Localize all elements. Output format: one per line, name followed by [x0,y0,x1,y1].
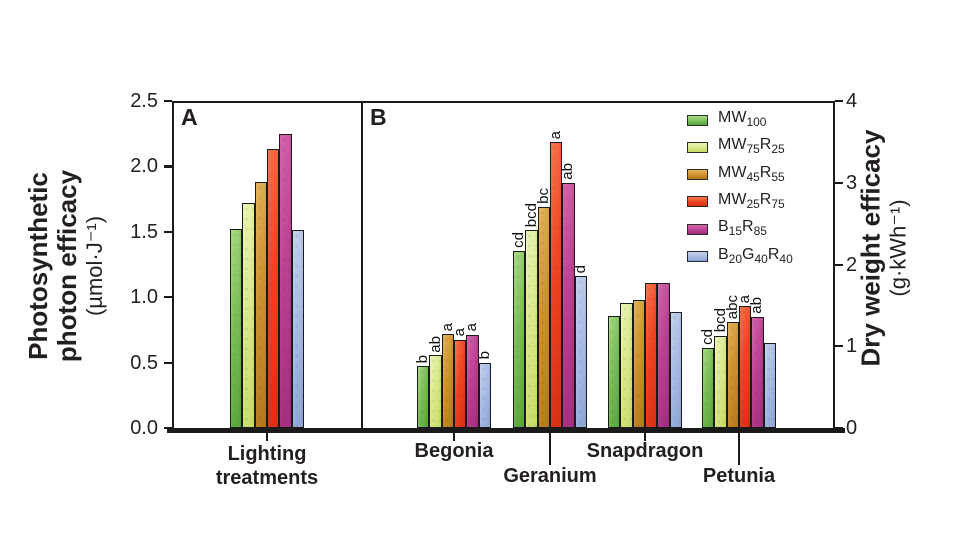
x-label-snapdragon: Snapdragon [586,440,704,462]
bar [702,347,715,428]
legend-label-mw75r25: MW75R25 [718,136,785,157]
bar [739,306,752,428]
bar [478,362,491,428]
plot-border-left [172,101,174,428]
panel-divider [361,101,363,428]
legend-swatch-b20g40r40 [687,251,708,262]
sig-letter: a [547,130,565,139]
bar [242,203,255,428]
sig-letter: ab [559,163,577,180]
legend-swatch-mw75r25 [687,141,708,153]
x-axis-tick [548,433,552,465]
plot-border-right [833,101,835,428]
legend-swatch-mw100 [687,114,708,126]
y-axis-left-tick [164,165,172,168]
legend-label-mw25r75: MW25R75 [718,190,785,211]
bar [417,365,430,428]
bar [726,321,739,428]
bar [574,275,587,428]
y-axis-left-tick-label: 0.5 [130,351,158,374]
legend-item: MW75R25 [687,136,785,157]
panel-b-label: B [370,104,387,130]
sig-letter: d [571,264,589,273]
bar [429,355,442,428]
x-label-lighting-line1: Lighting [227,443,307,465]
x-axis-tick [265,433,269,441]
bar [441,333,454,428]
bar [608,316,621,428]
bar [525,230,538,428]
y-axis-right-tick-label: 4 [846,90,858,112]
legend-label-b20g40r40: B20G40R40 [718,245,793,266]
sig-letter: a [463,323,481,332]
x-axis-tick [452,433,456,441]
sig-letter: ab [748,297,766,314]
legend-item: MW25R75 [687,190,785,211]
y-axis-left-tick [164,100,172,103]
y-axis-left-tick-label: 0.0 [130,417,158,439]
panel-a-label: A [181,104,198,130]
bar [454,339,467,428]
bar [279,133,292,428]
x-axis-tick [643,433,647,441]
y-axis-left-tick [164,361,172,364]
bar [714,335,727,428]
legend-swatch-b15r85 [687,223,708,235]
bar [751,316,764,428]
legend-item: MW45R55 [687,163,785,184]
bar [537,207,550,428]
bar [550,141,563,428]
y-axis-right-tick-label: 3 [846,171,858,194]
x-label-lighting-line2: treatments [215,467,319,489]
y-axis-right-tick-label: 1 [846,335,858,358]
y-axis-left-tick-label: 1.0 [130,286,158,309]
y-axis-right-tick [835,181,843,184]
y-axis-left-tick [164,230,172,233]
bar [254,182,267,428]
x-label-begonia: Begonia [414,440,494,462]
y-axis-left-tick-label: 1.5 [130,220,158,243]
bar [291,230,304,428]
bar [645,283,658,428]
x-axis-line [167,428,845,433]
bar [267,149,280,428]
legend-item: MW100 [687,109,767,130]
bar [632,299,645,428]
legend-item: B20G40R40 [687,245,793,266]
legend-swatch-mw45r55 [687,169,708,181]
x-label-geranium: Geranium [503,465,597,487]
legend-label-b15r85: B15R85 [718,218,767,239]
bar [562,182,575,428]
bar [620,302,633,428]
x-axis-tick [737,433,741,465]
y-axis-left-tick [164,296,172,299]
plot-border-top [172,101,835,103]
y-axis-right-tick [835,263,843,266]
bar [657,283,670,428]
bar [513,250,526,428]
y-axis-right-tick [835,345,843,348]
y-axis-left-tick [164,427,172,430]
y-axis-right-tick [835,427,843,430]
x-label-petunia: Petunia [702,465,776,487]
legend-label-mw100: MW100 [718,109,767,130]
y-axis-left-tick-label: 2.0 [130,155,158,178]
legend-item: B15R85 [687,218,767,239]
y-axis-right-tick [835,100,843,103]
legend-swatch-mw25r75 [687,196,708,208]
bar [669,311,682,428]
bar [230,229,243,428]
sig-letter: b [475,351,493,360]
bar [466,334,479,428]
y-axis-right-tick-label: 0 [846,417,858,439]
y-axis-right-tick-label: 2 [846,253,858,276]
bar [763,342,776,428]
legend-label-mw45r55: MW45R55 [718,163,785,184]
y-axis-left-tick-label: 2.5 [130,90,158,112]
